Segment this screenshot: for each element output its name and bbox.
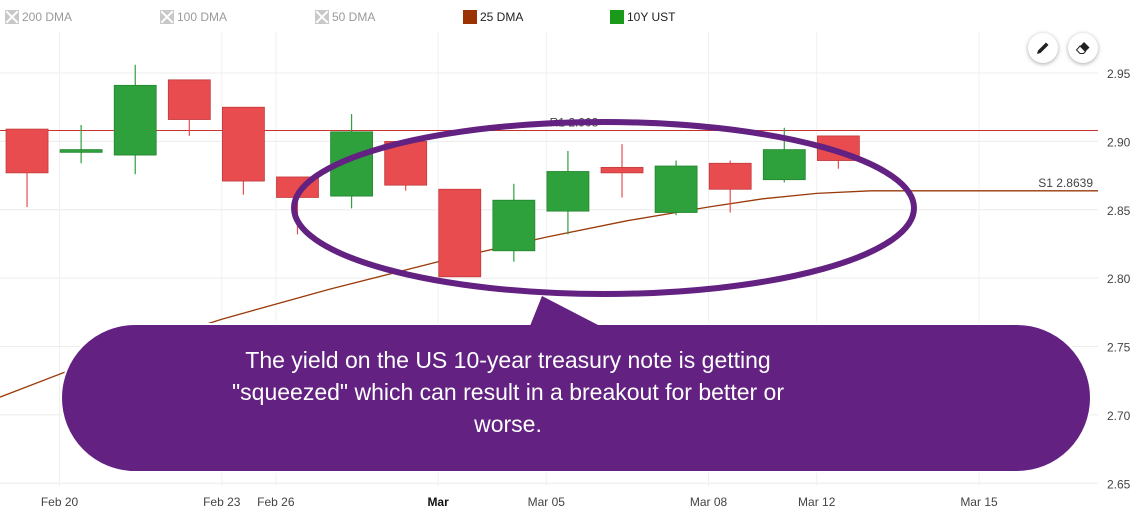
candle-body bbox=[600, 166, 644, 174]
legend-label: 100 DMA bbox=[177, 10, 228, 24]
candle-body bbox=[113, 84, 157, 156]
pencil-icon bbox=[1037, 42, 1049, 54]
squeeze-ellipse bbox=[291, 119, 917, 297]
y-tick-label: 2.95 bbox=[1107, 67, 1131, 81]
y-tick-label: 2.75 bbox=[1107, 341, 1131, 355]
y-tick-label: 2.80 bbox=[1107, 272, 1131, 286]
legend-label: 50 DMA bbox=[332, 10, 376, 24]
candle-body bbox=[221, 106, 265, 182]
x-tick-label: Mar bbox=[427, 495, 449, 509]
y-tick-label: 2.85 bbox=[1107, 204, 1131, 218]
candle-body bbox=[59, 149, 103, 153]
candle-body bbox=[5, 128, 49, 174]
candle-body bbox=[167, 79, 211, 120]
candle-body bbox=[546, 171, 590, 212]
candle-body bbox=[654, 165, 698, 213]
callout-text: The yield on the US 10-year treasury not… bbox=[231, 347, 785, 437]
draw-button[interactable] bbox=[1028, 33, 1058, 63]
x-tick-label: Mar 08 bbox=[690, 495, 728, 509]
x-tick-label: Feb 20 bbox=[41, 495, 79, 509]
unchecked-box-icon bbox=[315, 10, 329, 24]
candle-body bbox=[438, 188, 482, 278]
candle-body bbox=[708, 162, 752, 190]
legend-label: 10Y UST bbox=[627, 10, 676, 24]
highlight-ellipse bbox=[291, 119, 917, 297]
unchecked-box-icon bbox=[160, 10, 174, 24]
axis-ticks: 2.65 2.70 2.75 2.80 2.85 2.90 2.95 Feb 20 Feb 23… bbox=[41, 67, 1131, 509]
legend-item-10y-ust[interactable]: 10Y UST bbox=[610, 9, 675, 25]
y-tick-label: 2.90 bbox=[1107, 135, 1131, 149]
x-tick-label: Feb 26 bbox=[257, 495, 295, 509]
x-tick-label: Mar 05 bbox=[528, 495, 566, 509]
x-tick-label: Feb 23 bbox=[203, 495, 241, 509]
legend-item-200dma[interactable]: 200 DMA bbox=[5, 9, 72, 25]
callout-pointer bbox=[530, 296, 600, 326]
chart-legend: 200 DMA 100 DMA 50 DMA 25 DMA 10Y UST bbox=[0, 0, 1148, 32]
erase-button[interactable] bbox=[1068, 33, 1098, 63]
x-tick-label: Mar 12 bbox=[798, 495, 836, 509]
legend-item-100dma[interactable]: 100 DMA bbox=[160, 9, 227, 25]
candle-body bbox=[762, 149, 806, 181]
legend-item-25dma[interactable]: 25 DMA bbox=[463, 9, 523, 25]
legend-label: 200 DMA bbox=[22, 10, 73, 24]
eraser-icon bbox=[1075, 42, 1090, 54]
candles bbox=[5, 64, 860, 278]
candle-body bbox=[492, 199, 536, 252]
callout-bubble bbox=[60, 296, 1092, 473]
legend-swatch-10y-ust bbox=[610, 10, 624, 24]
legend-swatch-25dma bbox=[463, 10, 477, 24]
unchecked-box-icon bbox=[5, 10, 19, 24]
legend-label: 25 DMA bbox=[480, 10, 524, 24]
y-tick-label: 2.70 bbox=[1107, 409, 1131, 423]
legend-item-50dma[interactable]: 50 DMA bbox=[315, 9, 375, 25]
x-tick-label: Mar 15 bbox=[960, 495, 998, 509]
y-tick-label: 2.65 bbox=[1107, 477, 1131, 491]
support-label: S1 2.8639 bbox=[1038, 176, 1093, 190]
